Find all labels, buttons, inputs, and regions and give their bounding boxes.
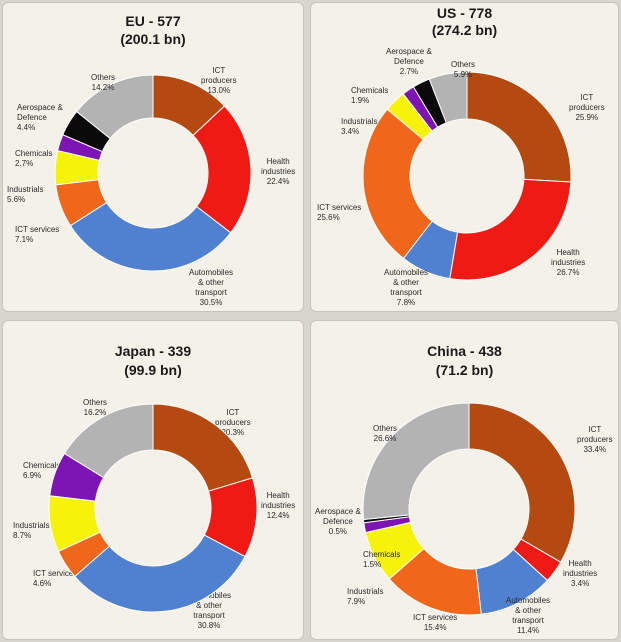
slice-label-others: Others 16.2% [83,398,108,417]
slice-label-ict-producers: ICT producers 33.4% [577,425,613,454]
slice-label-automobiles: Automobiles & other transport 11.4% [506,596,551,635]
slice-label-chemicals: Chemicals 2.7% [15,149,53,168]
chart-panel-eu: EU - 577 (200.1 bn) ICT producers 13.0% H… [2,2,304,312]
donut-chart-china [362,402,576,616]
slice-label-chemicals: Chemicals 6.9% [23,461,61,480]
slice-others [75,74,154,140]
slice-label-ict-producers: ICT producers 13.0% [201,66,237,95]
slice-health-industries [449,178,572,281]
slice-ict-producers [152,403,254,492]
chart-panel-china: China - 438 (71.2 bn) ICT producers 33.4%… [310,320,619,640]
slice-label-ict-producers: ICT producers 25.9% [569,93,605,122]
slice-label-ict-services: ICT services 4.6% [33,569,78,588]
slice-label-others: Others 26.6% [373,424,398,443]
slice-ict-services [362,108,433,260]
slice-label-others: Others 5.9% [451,60,476,79]
slice-automobiles-and-other-transport [69,201,232,272]
slice-label-aerospace: Aerospace & Defence 4.4% [17,103,63,132]
slice-label-industrials: Industrials 8.7% [13,521,50,540]
slice-label-ict-producers: ICT producers 20.3% [215,408,251,437]
chart-subtitle: (200.1 bn) [120,31,186,47]
slice-label-ict-services: ICT services 25.6% [317,203,362,222]
slice-label-ict-services: ICT services 7.1% [15,225,60,244]
chart-subtitle: (71.2 bn) [435,362,494,378]
chart-subtitle: (99.9 bn) [124,362,182,378]
slice-label-industrials: Industrials 5.6% [7,185,44,204]
chart-subtitle: (274.2 bn) [431,22,498,38]
chart-panel-japan: Japan - 339 (99.9 bn) ICT producers 20.3%… [2,320,304,640]
slice-label-health-industries: Health industries 3.4% [563,559,598,588]
slice-others [362,402,470,521]
slice-label-chemicals: Chemicals 1.9% [351,86,389,105]
slice-automobiles-and-other-transport [74,534,246,613]
chart-title: China - 438 [427,343,502,359]
donut-chart-eu [54,74,252,272]
slice-label-aerospace: Aerospace & Defence 2.7% [386,47,432,76]
slice-label-automobiles: Automobiles & other transport 7.8% [384,268,429,307]
chart-title: EU - 577 [125,13,181,29]
slice-label-others: Others 14.2% [91,73,116,92]
slice-label-aerospace: Aerospace & Defence 0.5% [315,507,361,536]
slice-label-ict-services: ICT services 15.4% [413,613,458,632]
slice-label-health-industries: Health industries 12.4% [261,491,296,520]
chart-title: Japan - 339 [114,343,192,359]
slice-ict-producers [466,71,572,183]
chart-title: US - 778 [436,5,493,21]
slice-label-health-industries: Health industries 22.4% [261,157,296,186]
slice-ict-producers [468,402,576,563]
slice-others [63,403,154,479]
chart-panel-us: US - 778 (274.2 bn) ICT producers 25.9% H… [310,2,619,312]
slice-label-health-industries: Health industries 26.7% [551,248,586,277]
donut-chart-japan [48,403,258,613]
slice-label-chemicals: Chemicals 1.5% [363,550,401,569]
slice-others [428,71,468,124]
donut-chart-us [362,71,572,281]
slice-label-industrials: Industrials 3.4% [341,117,378,136]
slice-label-industrials: Industrials 7.9% [347,587,384,606]
slice-label-automobiles: Automobiles & other transport 30.5% [189,268,234,307]
